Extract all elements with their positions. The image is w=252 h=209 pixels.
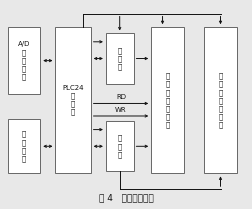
Text: 译
码
器: 译 码 器 (118, 135, 122, 158)
Text: 图 4   检测电路框图: 图 4 检测电路框图 (99, 194, 153, 203)
Text: 外
部
数
据
存
储
器: 外 部 数 据 存 储 器 (166, 73, 170, 128)
Bar (106, 121, 134, 171)
Bar (8, 119, 40, 173)
Text: 锁
存
器: 锁 存 器 (118, 47, 122, 70)
Text: WR: WR (115, 107, 127, 113)
Bar (204, 27, 237, 173)
Text: A/D
转
换
电
路: A/D 转 换 电 路 (18, 41, 30, 80)
Text: PLC24
单
片
机: PLC24 单 片 机 (62, 85, 84, 116)
Text: RD: RD (116, 94, 126, 100)
Bar (106, 33, 134, 84)
Text: 外
部
程
序
存
储
器: 外 部 程 序 存 储 器 (218, 73, 223, 128)
Text: 辅
助
电
路: 辅 助 电 路 (22, 131, 26, 162)
Bar (8, 27, 40, 94)
Bar (55, 27, 91, 173)
Bar (151, 27, 184, 173)
